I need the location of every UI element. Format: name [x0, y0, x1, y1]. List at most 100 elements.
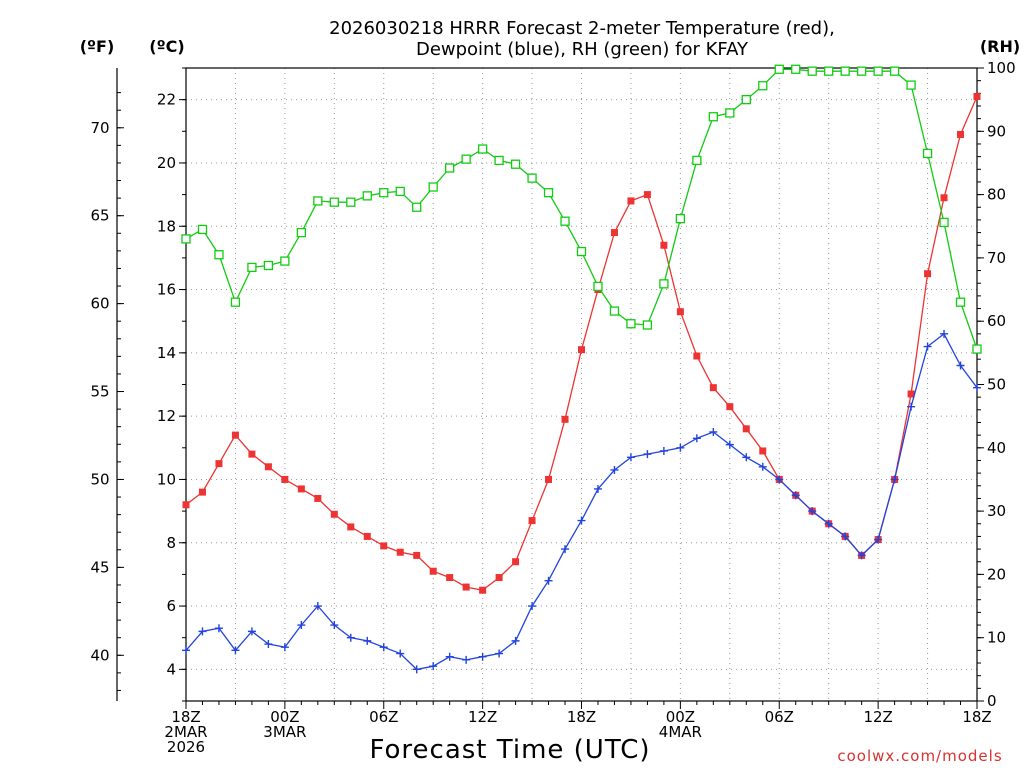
rh-point [362, 191, 372, 201]
rh-point [922, 148, 933, 159]
rh-point [593, 281, 603, 292]
rh-point [230, 297, 241, 307]
rh-tick-label: 50 [987, 376, 1006, 394]
rh-point [412, 202, 422, 212]
x-tick-label: 12Z [863, 708, 892, 726]
rh-point [428, 182, 438, 192]
dewpoint-point [528, 602, 537, 611]
temperature-point [676, 308, 684, 316]
rh-tick-label: 80 [987, 186, 1006, 204]
dewpoint-point [330, 621, 339, 630]
fahrenheit-tick-label: 45 [90, 558, 109, 576]
rh-point [659, 279, 669, 289]
rh-point [725, 108, 735, 118]
series-line-dewpoint [185, 332, 978, 671]
rh-point [477, 144, 488, 154]
rh-point [461, 154, 471, 164]
rh-point [609, 306, 620, 316]
dewpoint-point [412, 665, 421, 674]
rh-tick-label: 70 [987, 249, 1006, 267]
dewpoint-point [577, 516, 586, 525]
x-tick-label: 4MAR [659, 723, 702, 741]
rh-point [296, 227, 307, 238]
dewpoint-point [445, 652, 454, 661]
celsius-tick-label: 4 [166, 660, 176, 678]
rh-point [692, 155, 702, 166]
fahrenheit-tick-label: 50 [90, 470, 109, 488]
celsius-axis-unit: (ºC) [149, 37, 184, 56]
x-tick-label: 12Z [468, 708, 497, 726]
rh-point [560, 216, 570, 226]
rh-point [379, 188, 389, 198]
temperature-point [413, 551, 421, 559]
celsius-tick-label: 10 [157, 470, 176, 488]
dewpoint-point [396, 649, 405, 658]
temperature-point [561, 415, 569, 423]
temperature-point [314, 494, 322, 502]
fahrenheit-tick-label: 55 [90, 383, 109, 401]
series-dewpoint [182, 329, 981, 674]
x-tick-label: 3MAR [263, 723, 306, 741]
dewpoint-point [247, 627, 256, 636]
rh-point [758, 81, 768, 91]
celsius-tick-label: 8 [166, 534, 176, 552]
celsius-tick-label: 20 [157, 154, 176, 172]
rh-point [543, 188, 554, 198]
temperature-point [495, 574, 503, 582]
temperature-point [742, 425, 750, 433]
dewpoint-point [709, 427, 718, 436]
temperature-point [709, 384, 717, 392]
dewpoint-point [857, 551, 866, 560]
x-tick-label: 06Z [765, 708, 794, 726]
chart-title-line-2: Dewpoint (blue), RH (green) for KFAY [416, 39, 749, 60]
dewpoint-point [429, 662, 438, 671]
x-axis-title: Forecast Time (UTC) [369, 735, 650, 765]
dewpoint-point [297, 621, 306, 630]
temperature-point [330, 510, 338, 518]
fahrenheit-tick-label: 65 [90, 207, 109, 225]
temperature-point [215, 460, 223, 468]
temperature-point [907, 390, 915, 398]
rh-point [527, 173, 537, 183]
dewpoint-point [692, 434, 701, 443]
rh-point [247, 262, 257, 273]
dewpoint-point [742, 453, 751, 462]
rh-point [395, 186, 405, 197]
rh-point [708, 112, 718, 122]
temperature-point [429, 567, 437, 575]
dewpoint-point [791, 491, 800, 500]
rh-point [329, 197, 339, 207]
celsius-tick-label: 18 [157, 217, 176, 235]
temperature-point [264, 463, 272, 471]
dewpoint-point [544, 576, 553, 585]
rh-point [263, 260, 274, 271]
rh-point [807, 66, 817, 76]
temperature-point [479, 586, 487, 594]
rh-tick-label: 100 [987, 59, 1016, 77]
temperature-point [446, 574, 454, 582]
rh-point [824, 66, 834, 76]
rh-tick-label: 60 [987, 312, 1006, 330]
x-tick-label: 2MAR [164, 723, 207, 741]
dewpoint-point [313, 602, 322, 611]
rh-point [741, 95, 751, 105]
temperature-point [957, 130, 965, 138]
rh-point [197, 224, 208, 235]
series-rh [181, 64, 982, 354]
rh-point [346, 197, 356, 207]
rh-axis-unit: (RH) [980, 37, 1020, 56]
dewpoint-point [363, 636, 372, 645]
celsius-tick-label: 12 [157, 407, 176, 425]
dewpoint-point [511, 636, 520, 645]
celsius-tick-label: 6 [166, 597, 176, 615]
dewpoint-point [379, 643, 388, 652]
rh-point [955, 297, 966, 307]
dewpoint-point [874, 535, 883, 544]
temperature-point [248, 450, 256, 458]
dewpoint-point [495, 649, 504, 658]
rh-point [494, 155, 504, 166]
temperature-point [396, 548, 404, 556]
rh-point [774, 64, 784, 74]
dewpoint-point [593, 484, 602, 493]
